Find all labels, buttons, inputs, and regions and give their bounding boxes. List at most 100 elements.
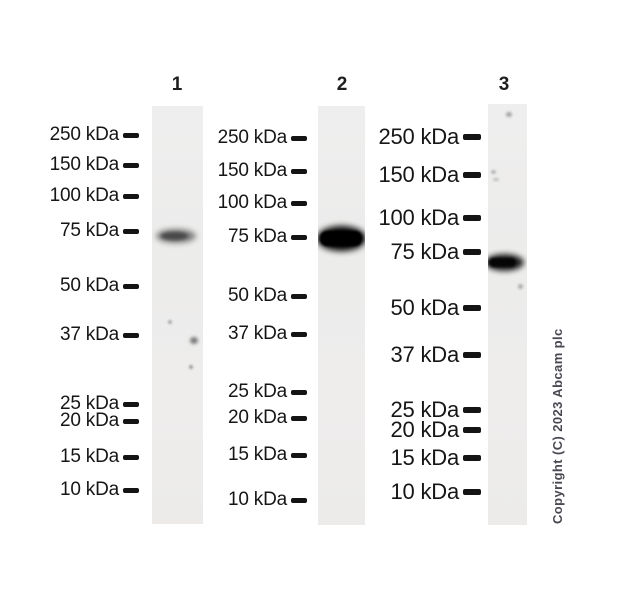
- lane-3-band-core: [489, 258, 516, 267]
- lane-2-band-core: [320, 231, 362, 246]
- marker-tick: [291, 293, 307, 299]
- marker-tick: [463, 172, 481, 178]
- marker-tick: [123, 487, 139, 493]
- marker-label: 150 kDa: [217, 160, 288, 181]
- marker-row: 10 kDa: [198, 489, 307, 511]
- marker-label: 15 kDa: [227, 444, 287, 465]
- marker-row: 250 kDa: [198, 127, 307, 149]
- marker-label: 250 kDa: [217, 127, 288, 148]
- marker-label: 150 kDa: [49, 154, 120, 175]
- marker-row: 15 kDa: [198, 444, 307, 466]
- marker-tick: [463, 427, 481, 433]
- marker-label: 15 kDa: [390, 445, 459, 470]
- marker-label: 100 kDa: [378, 205, 459, 230]
- lane-1-band-core: [161, 232, 188, 240]
- marker-row: 50 kDa: [30, 275, 139, 297]
- marker-row: 20 kDa: [30, 410, 139, 432]
- marker-label: 50 kDa: [390, 295, 459, 320]
- marker-tick: [463, 489, 481, 495]
- marker-tick: [463, 249, 481, 255]
- marker-label: 25 kDa: [59, 393, 119, 414]
- marker-label: 75 kDa: [227, 226, 287, 247]
- lane-1-number: 1: [171, 74, 183, 95]
- marker-tick: [463, 407, 481, 413]
- marker-label: 100 kDa: [49, 185, 120, 206]
- marker-row: 20 kDa: [198, 407, 307, 429]
- marker-tick: [463, 134, 481, 140]
- marker-tick: [123, 454, 139, 460]
- speck: [168, 320, 172, 324]
- lane-2-number: 2: [336, 74, 348, 95]
- marker-tick: [291, 452, 307, 458]
- marker-tick: [123, 332, 139, 338]
- marker-row: 20 kDa: [358, 417, 481, 442]
- marker-label: 25 kDa: [390, 397, 459, 422]
- marker-tick: [123, 132, 139, 138]
- marker-tick: [463, 352, 481, 358]
- marker-tick: [291, 168, 307, 174]
- speck: [190, 337, 198, 344]
- marker-tick: [123, 283, 139, 289]
- marker-tick: [123, 418, 139, 424]
- marker-label: 10 kDa: [59, 479, 119, 500]
- lane-strip-1: [152, 106, 203, 524]
- marker-label: 37 kDa: [227, 323, 287, 344]
- marker-label: 37 kDa: [390, 342, 459, 367]
- marker-row: 250 kDa: [358, 124, 481, 149]
- marker-tick: [463, 455, 481, 461]
- speck: [493, 178, 499, 181]
- copyright-text: Copyright (C) 2023 Abcam plc: [550, 328, 565, 524]
- marker-tick: [123, 401, 139, 407]
- marker-tick: [291, 389, 307, 395]
- marker-label: 37 kDa: [59, 324, 119, 345]
- marker-row: 10 kDa: [358, 479, 481, 504]
- marker-label: 250 kDa: [378, 124, 459, 149]
- speck: [189, 365, 193, 369]
- marker-label: 15 kDa: [59, 446, 119, 467]
- marker-label: 25 kDa: [227, 381, 287, 402]
- marker-row: 37 kDa: [30, 324, 139, 346]
- marker-row: 15 kDa: [30, 446, 139, 468]
- marker-label: 10 kDa: [390, 479, 459, 504]
- marker-label: 150 kDa: [378, 162, 459, 187]
- marker-row: 25 kDa: [358, 397, 481, 422]
- marker-tick: [463, 305, 481, 311]
- marker-row: 75 kDa: [30, 220, 139, 242]
- lane-3-number: 3: [498, 74, 510, 95]
- marker-row: 25 kDa: [198, 381, 307, 403]
- marker-tick: [123, 228, 139, 234]
- lane-strip-2: [318, 106, 365, 525]
- marker-label: 20 kDa: [59, 410, 119, 431]
- marker-row: 100 kDa: [358, 205, 481, 230]
- marker-label: 20 kDa: [390, 417, 459, 442]
- marker-label: 75 kDa: [59, 220, 119, 241]
- marker-label: 75 kDa: [390, 239, 459, 264]
- marker-row: 75 kDa: [358, 239, 481, 264]
- marker-row: 250 kDa: [30, 124, 139, 146]
- marker-label: 100 kDa: [217, 192, 288, 213]
- marker-tick: [291, 497, 307, 503]
- marker-row: 150 kDa: [198, 160, 307, 182]
- lane-strip-3: [488, 104, 527, 525]
- marker-label: 50 kDa: [227, 285, 287, 306]
- marker-row: 37 kDa: [198, 323, 307, 345]
- marker-row: 15 kDa: [358, 445, 481, 470]
- marker-tick: [291, 415, 307, 421]
- marker-label: 20 kDa: [227, 407, 287, 428]
- marker-label: 50 kDa: [59, 275, 119, 296]
- marker-tick: [291, 234, 307, 240]
- speck: [518, 284, 523, 289]
- speck: [491, 170, 496, 174]
- marker-row: 10 kDa: [30, 479, 139, 501]
- marker-row: 37 kDa: [358, 342, 481, 367]
- marker-row: 150 kDa: [30, 154, 139, 176]
- marker-row: 100 kDa: [30, 185, 139, 207]
- marker-tick: [123, 193, 139, 199]
- marker-tick: [291, 331, 307, 337]
- marker-label: 10 kDa: [227, 489, 287, 510]
- speck: [506, 112, 512, 117]
- marker-label: 250 kDa: [49, 124, 120, 145]
- marker-row: 25 kDa: [30, 393, 139, 415]
- marker-tick: [291, 135, 307, 141]
